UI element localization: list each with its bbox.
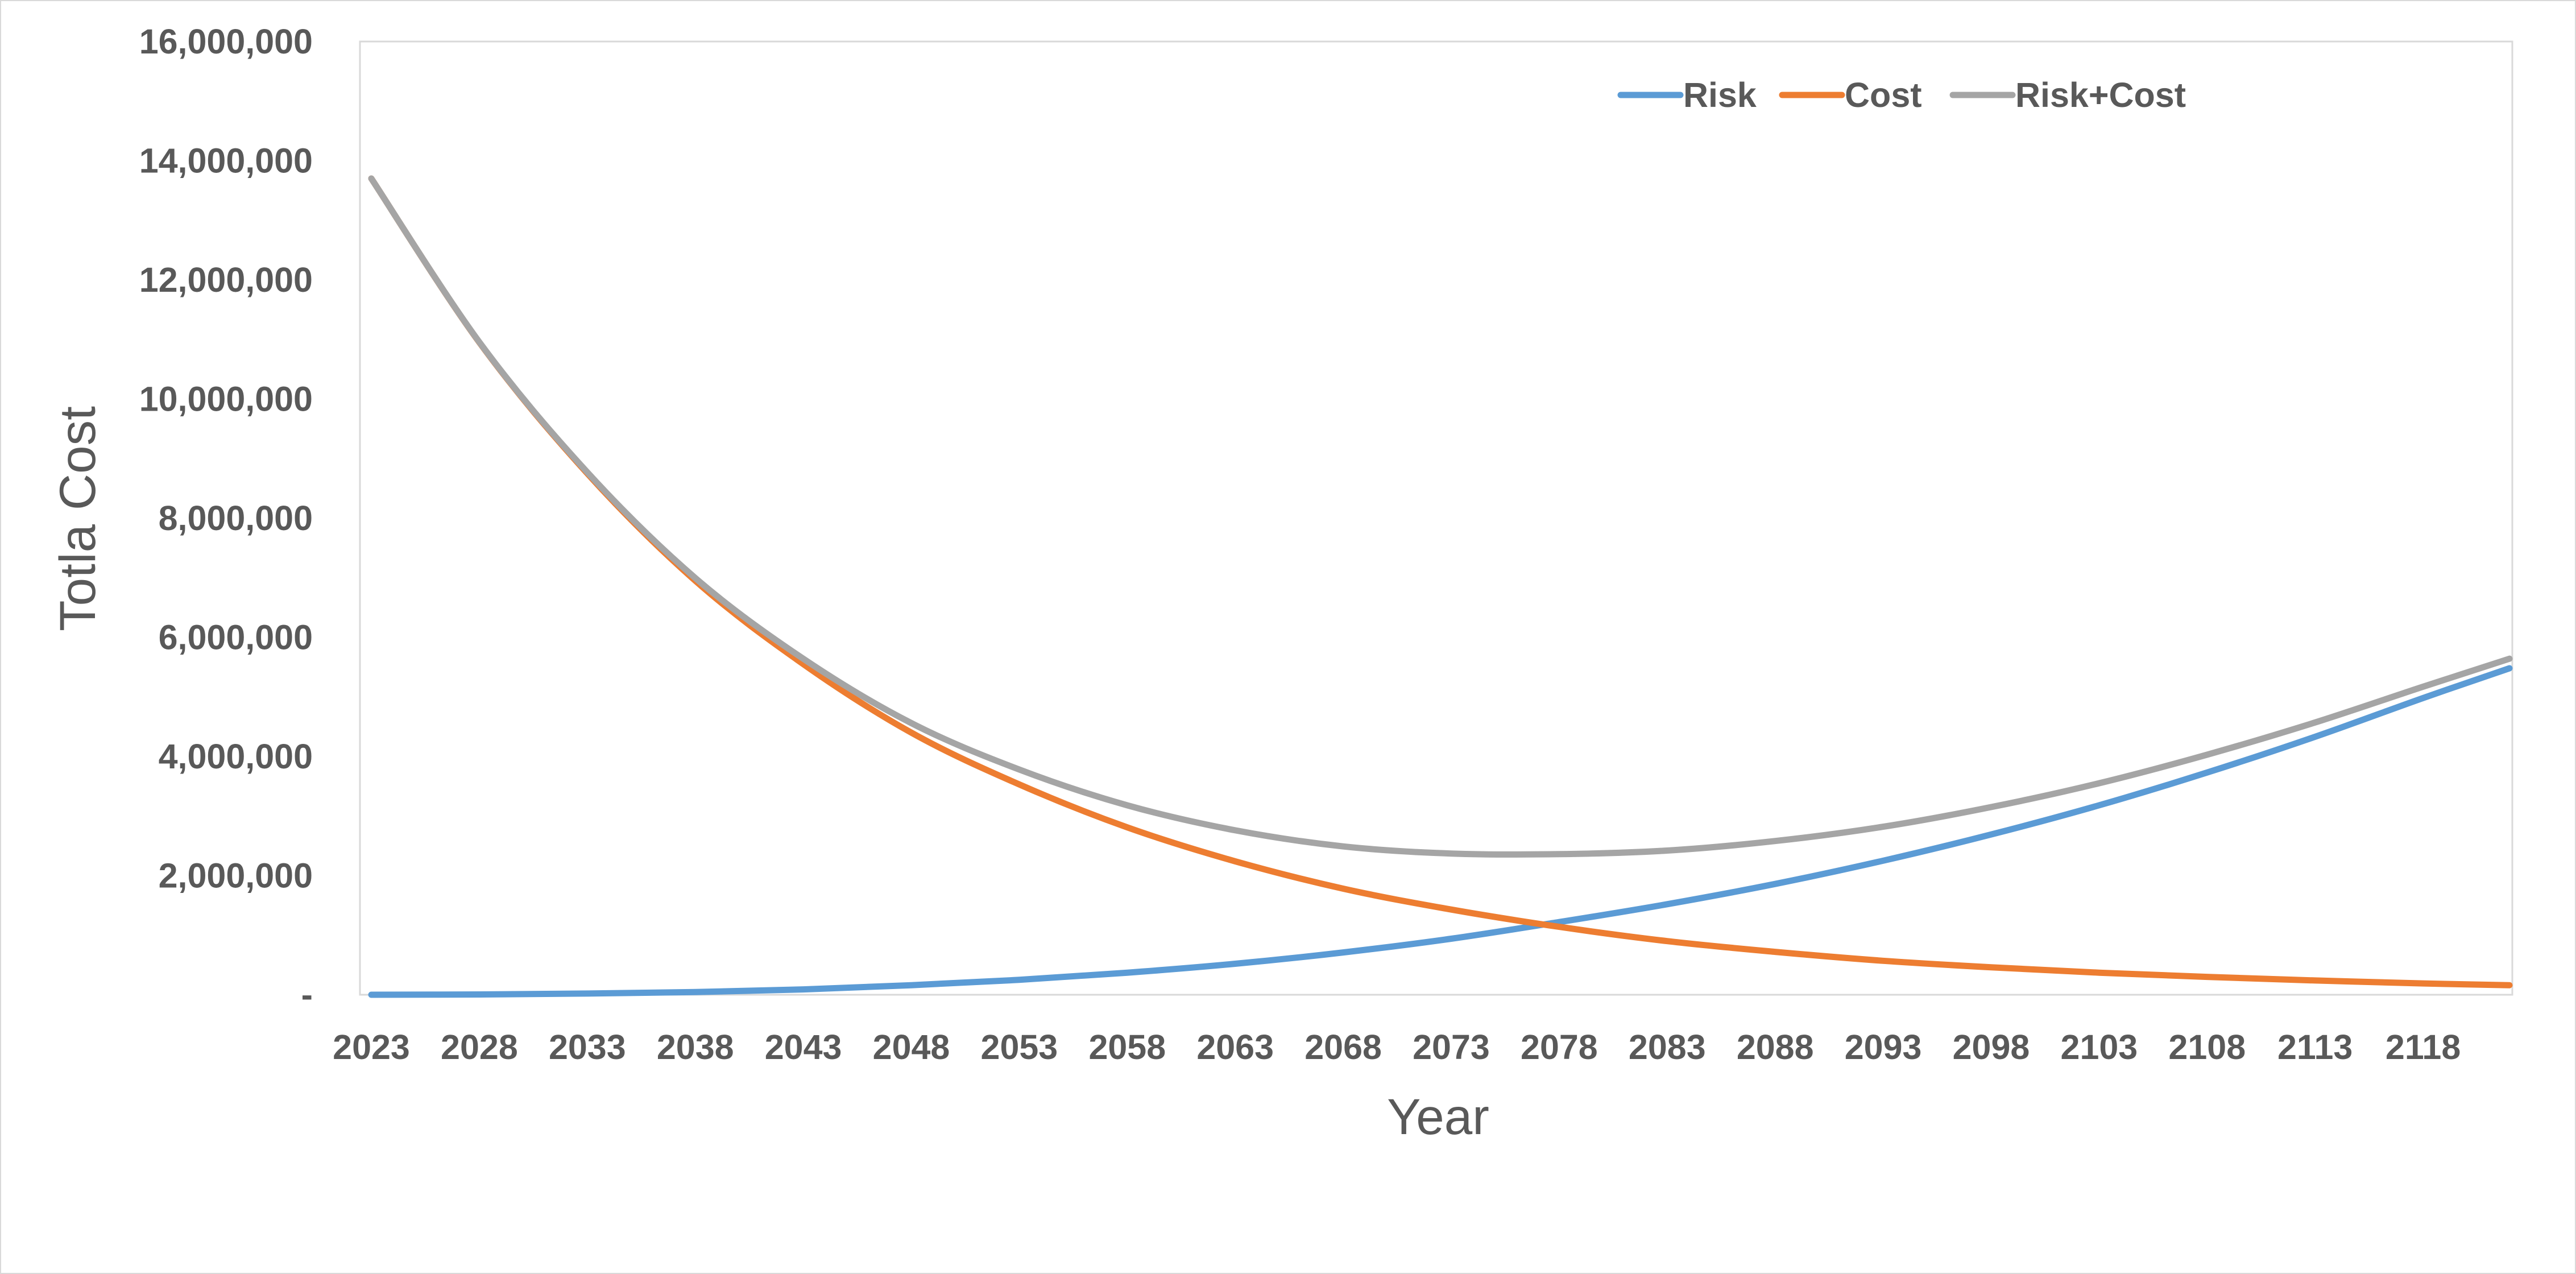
x-tick-label: 2098 bbox=[1953, 1028, 2030, 1066]
x-tick-label: 2093 bbox=[1845, 1028, 1922, 1066]
y-tick-label: 14,000,000 bbox=[139, 142, 313, 180]
x-tick-label: 2048 bbox=[873, 1028, 950, 1066]
series-line-risk bbox=[368, 665, 2513, 998]
legend-label-risk-cost: Risk+Cost bbox=[2015, 76, 2186, 114]
x-tick-label: 2083 bbox=[1629, 1028, 1706, 1066]
x-tick-label: 2073 bbox=[1413, 1028, 1490, 1066]
x-tick-label: 2023 bbox=[333, 1028, 410, 1066]
legend-label-risk: Risk bbox=[1683, 76, 1757, 114]
series-line-risk-cost bbox=[368, 175, 2513, 858]
y-tick-label: 6,000,000 bbox=[159, 618, 313, 657]
legend: Risk Cost Risk+Cost bbox=[1617, 76, 2186, 114]
x-tick-label: 2038 bbox=[657, 1028, 734, 1066]
x-tick-label: 2068 bbox=[1304, 1028, 1382, 1066]
plot-area bbox=[359, 40, 2513, 996]
x-tick-label: 2043 bbox=[765, 1028, 842, 1066]
x-tick-label: 2088 bbox=[1737, 1028, 1814, 1066]
x-tick-label: 2078 bbox=[1521, 1028, 1598, 1066]
y-axis-title: Totla Cost bbox=[49, 406, 106, 631]
y-tick-label: 16,000,000 bbox=[139, 22, 313, 61]
x-tick-label: 2063 bbox=[1196, 1028, 1274, 1066]
y-tick-label: 10,000,000 bbox=[139, 380, 313, 419]
y-tick-label: - bbox=[301, 975, 313, 1014]
x-axis-title: Year bbox=[1387, 1088, 1489, 1145]
y-tick-label: 8,000,000 bbox=[159, 499, 313, 537]
x-tick-label: 2113 bbox=[2277, 1028, 2353, 1066]
x-tick-label: 2118 bbox=[2386, 1028, 2461, 1066]
y-tick-label: 4,000,000 bbox=[159, 737, 313, 776]
legend-label-cost: Cost bbox=[1845, 76, 1922, 114]
x-tick-label: 2108 bbox=[2168, 1028, 2246, 1066]
y-tick-label: 2,000,000 bbox=[159, 857, 313, 895]
x-tick-label: 2028 bbox=[441, 1028, 518, 1066]
x-tick-label: 2053 bbox=[981, 1028, 1058, 1066]
x-tick-label: 2033 bbox=[549, 1028, 626, 1066]
y-tick-label: 12,000,000 bbox=[139, 260, 313, 299]
x-tick-label: 2103 bbox=[2061, 1028, 2138, 1066]
x-tick-label: 2058 bbox=[1088, 1028, 1166, 1066]
